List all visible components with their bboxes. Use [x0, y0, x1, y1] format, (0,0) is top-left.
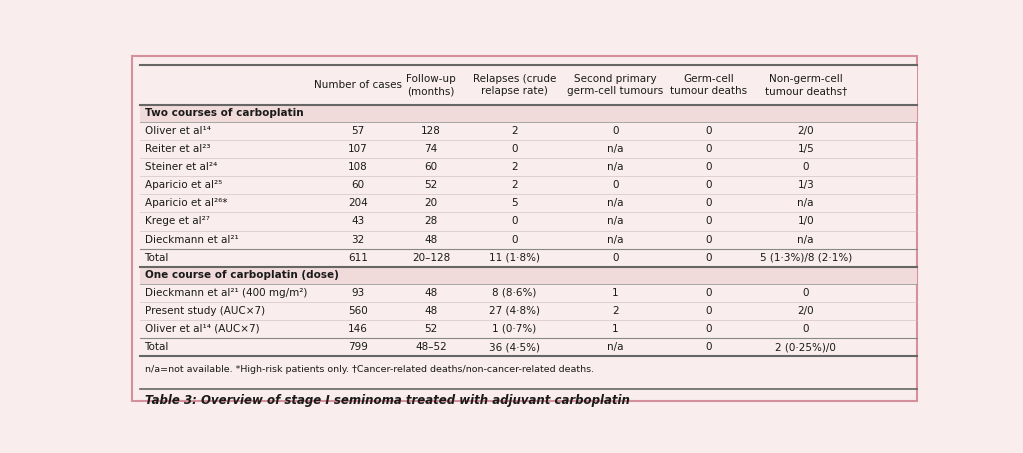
Text: 52: 52 — [425, 324, 438, 334]
Text: 20–128: 20–128 — [412, 253, 450, 263]
Text: 128: 128 — [421, 126, 441, 136]
Text: 2: 2 — [512, 126, 518, 136]
Text: One course of carboplatin (dose): One course of carboplatin (dose) — [144, 270, 339, 280]
Text: 0: 0 — [612, 126, 619, 136]
Text: 48–52: 48–52 — [415, 342, 447, 352]
Text: 48: 48 — [425, 306, 438, 316]
Text: 0: 0 — [802, 324, 809, 334]
Text: 107: 107 — [348, 144, 367, 154]
Text: n/a: n/a — [608, 144, 624, 154]
Text: Second primary
germ-cell tumours: Second primary germ-cell tumours — [568, 74, 664, 96]
Text: 146: 146 — [348, 324, 367, 334]
Text: 2/0: 2/0 — [797, 126, 814, 136]
Text: 0: 0 — [706, 288, 712, 298]
Text: 52: 52 — [425, 180, 438, 190]
Text: n/a: n/a — [608, 342, 624, 352]
Text: n/a: n/a — [608, 235, 624, 245]
Text: 0: 0 — [706, 217, 712, 226]
Text: 611: 611 — [348, 253, 367, 263]
Text: Total: Total — [144, 253, 169, 263]
Text: 0: 0 — [802, 162, 809, 172]
Text: 108: 108 — [348, 162, 367, 172]
Text: 1: 1 — [612, 324, 619, 334]
Text: Aparicio et al²⁵: Aparicio et al²⁵ — [144, 180, 222, 190]
Text: 0: 0 — [706, 198, 712, 208]
Text: Two courses of carboplatin: Two courses of carboplatin — [144, 108, 303, 118]
Text: 74: 74 — [425, 144, 438, 154]
Text: Aparicio et al²⁶*: Aparicio et al²⁶* — [144, 198, 227, 208]
Text: 11 (1·8%): 11 (1·8%) — [489, 253, 540, 263]
Text: 1/5: 1/5 — [797, 144, 814, 154]
Text: 0: 0 — [706, 306, 712, 316]
Text: 2: 2 — [512, 180, 518, 190]
Text: Number of cases: Number of cases — [314, 80, 402, 90]
Text: 0: 0 — [706, 342, 712, 352]
Text: 0: 0 — [706, 253, 712, 263]
Text: 57: 57 — [351, 126, 364, 136]
Text: 60: 60 — [351, 180, 364, 190]
Text: 2: 2 — [612, 306, 619, 316]
Text: 799: 799 — [348, 342, 367, 352]
Text: n/a: n/a — [608, 217, 624, 226]
Text: n/a=not available. *High-risk patients only. †Cancer-related deaths/non-cancer-r: n/a=not available. *High-risk patients o… — [144, 365, 593, 374]
Text: Germ-cell
tumour deaths: Germ-cell tumour deaths — [670, 74, 747, 96]
Text: 0: 0 — [706, 144, 712, 154]
Text: n/a: n/a — [608, 198, 624, 208]
Text: 2: 2 — [512, 162, 518, 172]
Text: 0: 0 — [706, 162, 712, 172]
Text: 204: 204 — [348, 198, 367, 208]
Text: 0: 0 — [706, 235, 712, 245]
Text: 48: 48 — [425, 288, 438, 298]
Text: 0: 0 — [612, 253, 619, 263]
Text: 0: 0 — [612, 180, 619, 190]
Text: 1/0: 1/0 — [797, 217, 814, 226]
Text: 2/0: 2/0 — [797, 306, 814, 316]
Text: 36 (4·5%): 36 (4·5%) — [489, 342, 540, 352]
Text: Present study (AUC×7): Present study (AUC×7) — [144, 306, 265, 316]
Text: Reiter et al²³: Reiter et al²³ — [144, 144, 210, 154]
Text: Oliver et al¹⁴ (AUC×7): Oliver et al¹⁴ (AUC×7) — [144, 324, 259, 334]
Text: n/a: n/a — [608, 162, 624, 172]
Text: Total: Total — [144, 342, 169, 352]
Text: 1: 1 — [612, 288, 619, 298]
Text: 8 (8·6%): 8 (8·6%) — [492, 288, 537, 298]
Text: 28: 28 — [425, 217, 438, 226]
Text: Oliver et al¹⁴: Oliver et al¹⁴ — [144, 126, 211, 136]
Text: 0: 0 — [512, 235, 518, 245]
Text: 27 (4·8%): 27 (4·8%) — [489, 306, 540, 316]
Text: 0: 0 — [706, 180, 712, 190]
Text: 1/3: 1/3 — [797, 180, 814, 190]
Text: 20: 20 — [425, 198, 438, 208]
Text: Steiner et al²⁴: Steiner et al²⁴ — [144, 162, 217, 172]
Text: 43: 43 — [351, 217, 364, 226]
Bar — [140, 267, 917, 284]
Text: Krege et al²⁷: Krege et al²⁷ — [144, 217, 210, 226]
Text: Relapses (crude
relapse rate): Relapses (crude relapse rate) — [473, 74, 557, 96]
Text: Table 3: Overview of stage I seminoma treated with adjuvant carboplatin: Table 3: Overview of stage I seminoma tr… — [144, 394, 629, 407]
Text: 1 (0·7%): 1 (0·7%) — [492, 324, 536, 334]
Text: n/a: n/a — [798, 198, 814, 208]
Text: n/a: n/a — [798, 235, 814, 245]
Text: 48: 48 — [425, 235, 438, 245]
Bar — [140, 105, 917, 122]
Text: 5: 5 — [512, 198, 518, 208]
Text: 60: 60 — [425, 162, 438, 172]
Text: 0: 0 — [802, 288, 809, 298]
Text: 2 (0·25%)/0: 2 (0·25%)/0 — [775, 342, 836, 352]
Text: 0: 0 — [512, 144, 518, 154]
Text: 0: 0 — [706, 324, 712, 334]
Text: Dieckmann et al²¹ (400 mg/m²): Dieckmann et al²¹ (400 mg/m²) — [144, 288, 307, 298]
Text: 32: 32 — [351, 235, 364, 245]
FancyBboxPatch shape — [132, 56, 917, 401]
FancyBboxPatch shape — [140, 65, 917, 105]
Text: Follow-up
(months): Follow-up (months) — [406, 74, 456, 96]
Text: 5 (1·3%)/8 (2·1%): 5 (1·3%)/8 (2·1%) — [760, 253, 852, 263]
Text: Dieckmann et al²¹: Dieckmann et al²¹ — [144, 235, 238, 245]
Text: 560: 560 — [348, 306, 367, 316]
Text: 0: 0 — [706, 126, 712, 136]
Text: Non-germ-cell
tumour deaths†: Non-germ-cell tumour deaths† — [764, 74, 847, 96]
Text: 93: 93 — [351, 288, 364, 298]
Text: 0: 0 — [512, 217, 518, 226]
